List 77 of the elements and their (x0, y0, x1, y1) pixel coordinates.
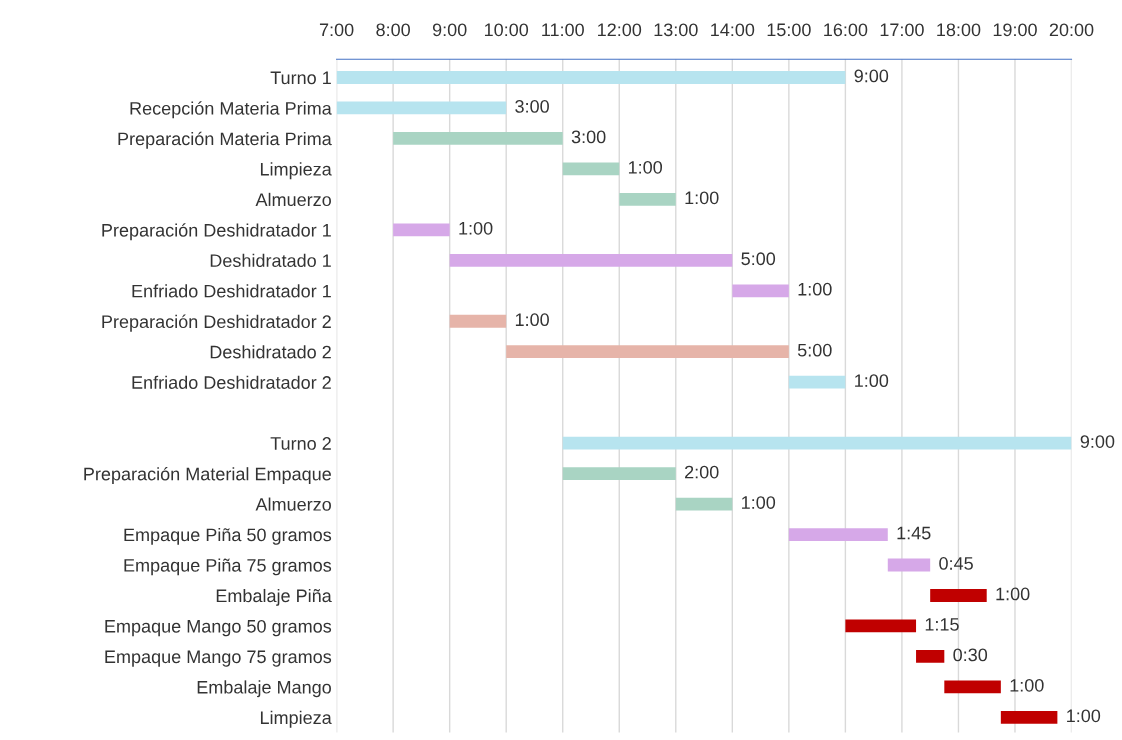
data-label: 2:00 (685, 465, 719, 479)
data-label: 1:45 (897, 526, 931, 540)
x-tick-label: 12:00 (598, 23, 642, 37)
data-label: 9:00 (1080, 435, 1115, 448)
data-label: 1:00 (742, 496, 776, 509)
data-label: 0:30 (953, 648, 988, 662)
x-tick-label: 16:00 (824, 23, 868, 37)
bar (449, 314, 507, 328)
y-tick-label: Enfriado Deshidratador 1 (132, 284, 331, 298)
y-tick-label: Almuerzo (255, 497, 331, 511)
bar (506, 345, 789, 359)
x-tick-label: 11:00 (542, 23, 584, 37)
bar (449, 253, 733, 267)
x-tick-label: 7:00 (319, 23, 354, 37)
data-label: 9:00 (854, 69, 889, 83)
data-label: 1:00 (515, 313, 549, 327)
data-label: 1:00 (996, 587, 1030, 601)
data-label: 5:00 (797, 343, 832, 357)
y-tick-label: Turno 2 (270, 437, 331, 450)
y-tick-label: Almuerzo (255, 192, 331, 207)
y-tick-label: Deshidratado 2 (210, 345, 331, 359)
data-label: 3:00 (515, 100, 549, 113)
x-tick-label: 15:00 (767, 23, 811, 37)
y-tick-label: Embalaje Piña (216, 588, 332, 606)
data-label: 0:45 (939, 557, 973, 570)
bar (393, 223, 450, 237)
y-tick-label: Preparación Deshidratador 1 (102, 223, 331, 241)
y-tick-label: Turno 1 (270, 71, 331, 85)
bar (887, 558, 931, 572)
bar (1000, 710, 1058, 724)
data-label: 1:00 (855, 374, 889, 388)
bar (562, 467, 676, 480)
data-label: 1:00 (459, 221, 493, 235)
data-label: 1:00 (1067, 709, 1101, 723)
y-tick-label: Enfriado Deshidratador 2 (132, 375, 331, 389)
y-tick-label: Empaque Piña 50 gramos (124, 528, 332, 545)
y-tick-label: Preparación Material Empaque (84, 466, 331, 484)
y-tick-label: Deshidratado 1 (210, 253, 331, 268)
bar (944, 680, 1001, 694)
y-tick-label: Embalaje Mango (197, 680, 331, 698)
bar (562, 162, 620, 176)
bar (336, 101, 507, 115)
data-label: 1:00 (628, 160, 663, 174)
bar (675, 497, 733, 511)
x-tick-label: 10:00 (484, 23, 529, 37)
bar (562, 436, 1072, 450)
data-label: 1:00 (685, 191, 719, 205)
bar (619, 192, 676, 206)
x-tick-label: 18:00 (937, 23, 981, 37)
x-tick-label: 14:00 (711, 23, 755, 37)
y-tick-label: Empaque Piña 75 gramos (124, 558, 332, 576)
data-label: 1:15 (925, 618, 959, 631)
data-label: 5:00 (741, 252, 776, 266)
bar (930, 589, 987, 602)
bar (916, 650, 945, 663)
data-label: 1:00 (798, 282, 832, 296)
y-tick-label: Limpieza (260, 710, 332, 728)
bar (732, 284, 789, 298)
bar (788, 528, 888, 541)
y-tick-label: Empaque Mango 75 gramos (105, 650, 332, 667)
y-tick-label: Limpieza (260, 162, 332, 180)
x-tick-label: 8:00 (376, 23, 410, 37)
data-label: 3:00 (571, 130, 606, 144)
bar (336, 71, 846, 84)
x-tick-label: 13:00 (654, 23, 698, 37)
x-tick-label: 9:00 (432, 23, 467, 37)
bar (845, 619, 917, 633)
bar (393, 132, 563, 145)
x-tick-label: 19:00 (993, 23, 1037, 37)
y-tick-label: Preparación Materia Prima (118, 131, 332, 149)
bar (788, 375, 846, 389)
x-tick-label: 17:00 (880, 23, 924, 37)
y-tick-label: Empaque Mango 50 gramos (105, 619, 332, 637)
y-tick-label: Recepción Materia Prima (130, 101, 332, 119)
x-tick-label: 20:00 (1049, 23, 1094, 37)
y-tick-label: Preparación Deshidratador 2 (102, 314, 331, 332)
data-label: 1:00 (1010, 678, 1044, 692)
